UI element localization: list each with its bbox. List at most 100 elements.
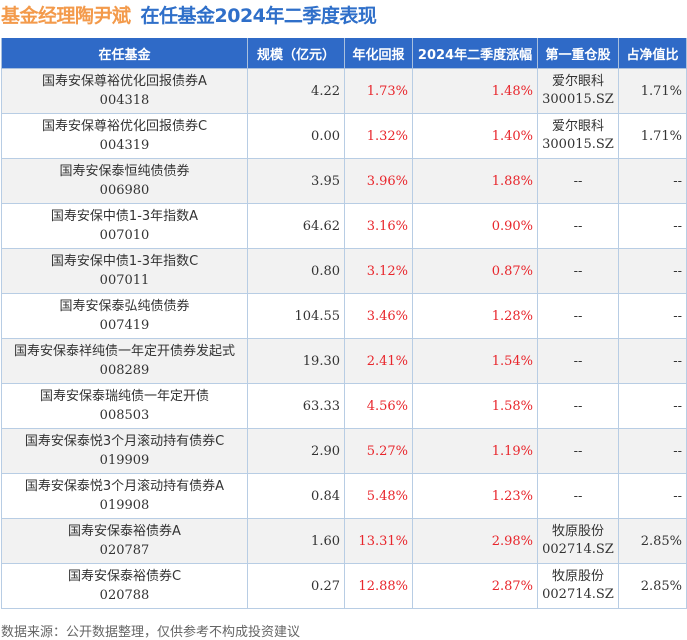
table-row: 国寿安保泰瑞纯债一年定开债 008503 63.33 4.56% 1.58% -- -- — [1, 383, 687, 429]
fund-table: 在任基金 规模（亿元） 年化回报 2024年二季度涨幅 第一重仓股 占净值比 国… — [1, 38, 687, 609]
q2-change: 1.23% — [412, 473, 538, 519]
q2-change: 1.40% — [412, 113, 538, 159]
fund-name: 国寿安保中债1-3年指数C — [50, 254, 199, 269]
top-holding-cell: -- — [537, 473, 619, 519]
q2-change: 0.90% — [412, 203, 538, 249]
fund-size: 19.30 — [247, 338, 345, 384]
table-header: 在任基金 规模（亿元） 年化回报 2024年二季度涨幅 第一重仓股 占净值比 — [1, 38, 687, 69]
fund-size: 2.90 — [247, 428, 345, 474]
nav-ratio: -- — [618, 338, 687, 384]
table-row: 国寿安保泰悦3个月滚动持有债券C 019909 2.90 5.27% 1.19% -- -- — [1, 428, 687, 474]
fund-name-cell: 国寿安保泰裕债券A 020787 — [1, 518, 248, 564]
q2-change: 0.87% — [412, 248, 538, 294]
header-fund: 在任基金 — [1, 38, 248, 69]
fund-name-cell: 国寿安保泰祥纯债一年定开债券发起式 008289 — [1, 338, 248, 384]
table-row: 国寿安保尊裕优化回报债券C 004319 0.00 1.32% 1.40% 爱尔眼科 300… — [1, 113, 687, 159]
annual-return: 13.31% — [344, 518, 413, 564]
fund-code: 006980 — [99, 183, 150, 198]
stock-code: 300015.SZ — [542, 137, 614, 152]
nav-ratio: -- — [618, 158, 687, 204]
page-title: 基金经理陶尹斌 在任基金2024年二季度表现 — [1, 3, 377, 29]
nav-ratio: 1.71% — [618, 113, 687, 159]
nav-ratio: 2.85% — [618, 563, 687, 609]
nav-ratio: -- — [618, 203, 687, 249]
fund-name-cell: 国寿安保泰悦3个月滚动持有债券A 019908 — [1, 473, 248, 519]
fund-code: 019909 — [99, 453, 150, 468]
fund-code: 007419 — [99, 318, 150, 333]
top-holding-cell: -- — [537, 203, 619, 249]
fund-name: 国寿安保泰悦3个月滚动持有债券C — [24, 434, 225, 449]
top-holding-cell: 牧原股份 002714.SZ — [537, 563, 619, 609]
fund-name-cell: 国寿安保泰悦3个月滚动持有债券C 019909 — [1, 428, 248, 474]
stock-name: 爱尔眼科 — [551, 119, 604, 134]
top-holding-cell: -- — [537, 158, 619, 204]
fund-name: 国寿安保泰裕债券C — [67, 569, 182, 584]
q2-change: 1.58% — [412, 383, 538, 429]
fund-name-cell: 国寿安保尊裕优化回报债券C 004319 — [1, 113, 248, 159]
top-holding-cell: -- — [537, 248, 619, 294]
fund-name: 国寿安保尊裕优化回报债券A — [42, 74, 207, 89]
annual-return: 5.27% — [344, 428, 413, 474]
fund-name: 国寿安保泰恒纯债债券 — [59, 164, 190, 179]
q2-change: 1.48% — [412, 68, 538, 114]
stock-name: 牧原股份 — [551, 569, 604, 584]
q2-change: 2.87% — [412, 563, 538, 609]
annual-return: 3.16% — [344, 203, 413, 249]
table-row: 国寿安保中债1-3年指数C 007011 0.80 3.12% 0.87% -- -- — [1, 248, 687, 294]
fund-name: 国寿安保泰祥纯债一年定开债券发起式 — [13, 344, 235, 359]
fund-size: 0.00 — [247, 113, 345, 159]
top-holding-cell: 爱尔眼科 300015.SZ — [537, 68, 619, 114]
nav-ratio: -- — [618, 428, 687, 474]
header-annual-return: 年化回报 — [344, 38, 413, 69]
fund-code: 007011 — [99, 273, 150, 288]
table-row: 国寿安保泰悦3个月滚动持有债券A 019908 0.84 5.48% 1.23% -- -- — [1, 473, 687, 519]
annual-return: 3.46% — [344, 293, 413, 339]
top-holding-cell: 爱尔眼科 300015.SZ — [537, 113, 619, 159]
fund-code: 004319 — [99, 138, 150, 153]
annual-return: 3.12% — [344, 248, 413, 294]
table-row: 国寿安保泰祥纯债一年定开债券发起式 008289 19.30 2.41% 1.54% --… — [1, 338, 687, 384]
title-manager: 基金经理陶尹斌 — [1, 5, 131, 27]
fund-size: 0.84 — [247, 473, 345, 519]
fund-name-cell: 国寿安保中债1-3年指数A 007010 — [1, 203, 248, 249]
table-row: 国寿安保泰恒纯债债券 006980 3.95 3.96% 1.88% -- -- — [1, 158, 687, 204]
q2-change: 2.98% — [412, 518, 538, 564]
top-holding-cell: 牧原股份 002714.SZ — [537, 518, 619, 564]
nav-ratio: 1.71% — [618, 68, 687, 114]
fund-code: 007010 — [99, 228, 150, 243]
q2-change: 1.88% — [412, 158, 538, 204]
q2-change: 1.19% — [412, 428, 538, 474]
fund-code: 004318 — [99, 93, 150, 108]
q2-change: 1.28% — [412, 293, 538, 339]
fund-size: 0.80 — [247, 248, 345, 294]
fund-code: 019908 — [99, 498, 150, 513]
nav-ratio: -- — [618, 293, 687, 339]
fund-name: 国寿安保泰弘纯债债券 — [59, 299, 190, 314]
table-row: 国寿安保泰裕债券C 020788 0.27 12.88% 2.87% 牧原股份 002714… — [1, 563, 687, 609]
fund-name: 国寿安保中债1-3年指数A — [50, 209, 199, 224]
nav-ratio: -- — [618, 383, 687, 429]
fund-size: 63.33 — [247, 383, 345, 429]
fund-name-cell: 国寿安保泰瑞纯债一年定开债 008503 — [1, 383, 248, 429]
fund-code: 020788 — [99, 588, 150, 603]
header-nav-ratio: 占净值比 — [618, 38, 687, 69]
header-q2-change: 2024年二季度涨幅 — [412, 38, 538, 69]
stock-code: 002714.SZ — [542, 542, 614, 557]
annual-return: 5.48% — [344, 473, 413, 519]
fund-size: 64.62 — [247, 203, 345, 249]
fund-name-cell: 国寿安保尊裕优化回报债券A 004318 — [1, 68, 248, 114]
annual-return: 12.88% — [344, 563, 413, 609]
stock-code: 002714.SZ — [542, 587, 614, 602]
fund-size: 0.27 — [247, 563, 345, 609]
nav-ratio: 2.85% — [618, 518, 687, 564]
fund-name-cell: 国寿安保中债1-3年指数C 007011 — [1, 248, 248, 294]
fund-size: 104.55 — [247, 293, 345, 339]
fund-name-cell: 国寿安保泰裕债券C 020788 — [1, 563, 248, 609]
annual-return: 3.96% — [344, 158, 413, 204]
table-row: 国寿安保尊裕优化回报债券A 004318 4.22 1.73% 1.48% 爱尔眼科 300… — [1, 68, 687, 114]
fund-size: 4.22 — [247, 68, 345, 114]
stock-code: 300015.SZ — [542, 92, 614, 107]
fund-code: 020787 — [99, 543, 150, 558]
table-row: 国寿安保中债1-3年指数A 007010 64.62 3.16% 0.90% -- -- — [1, 203, 687, 249]
annual-return: 2.41% — [344, 338, 413, 384]
